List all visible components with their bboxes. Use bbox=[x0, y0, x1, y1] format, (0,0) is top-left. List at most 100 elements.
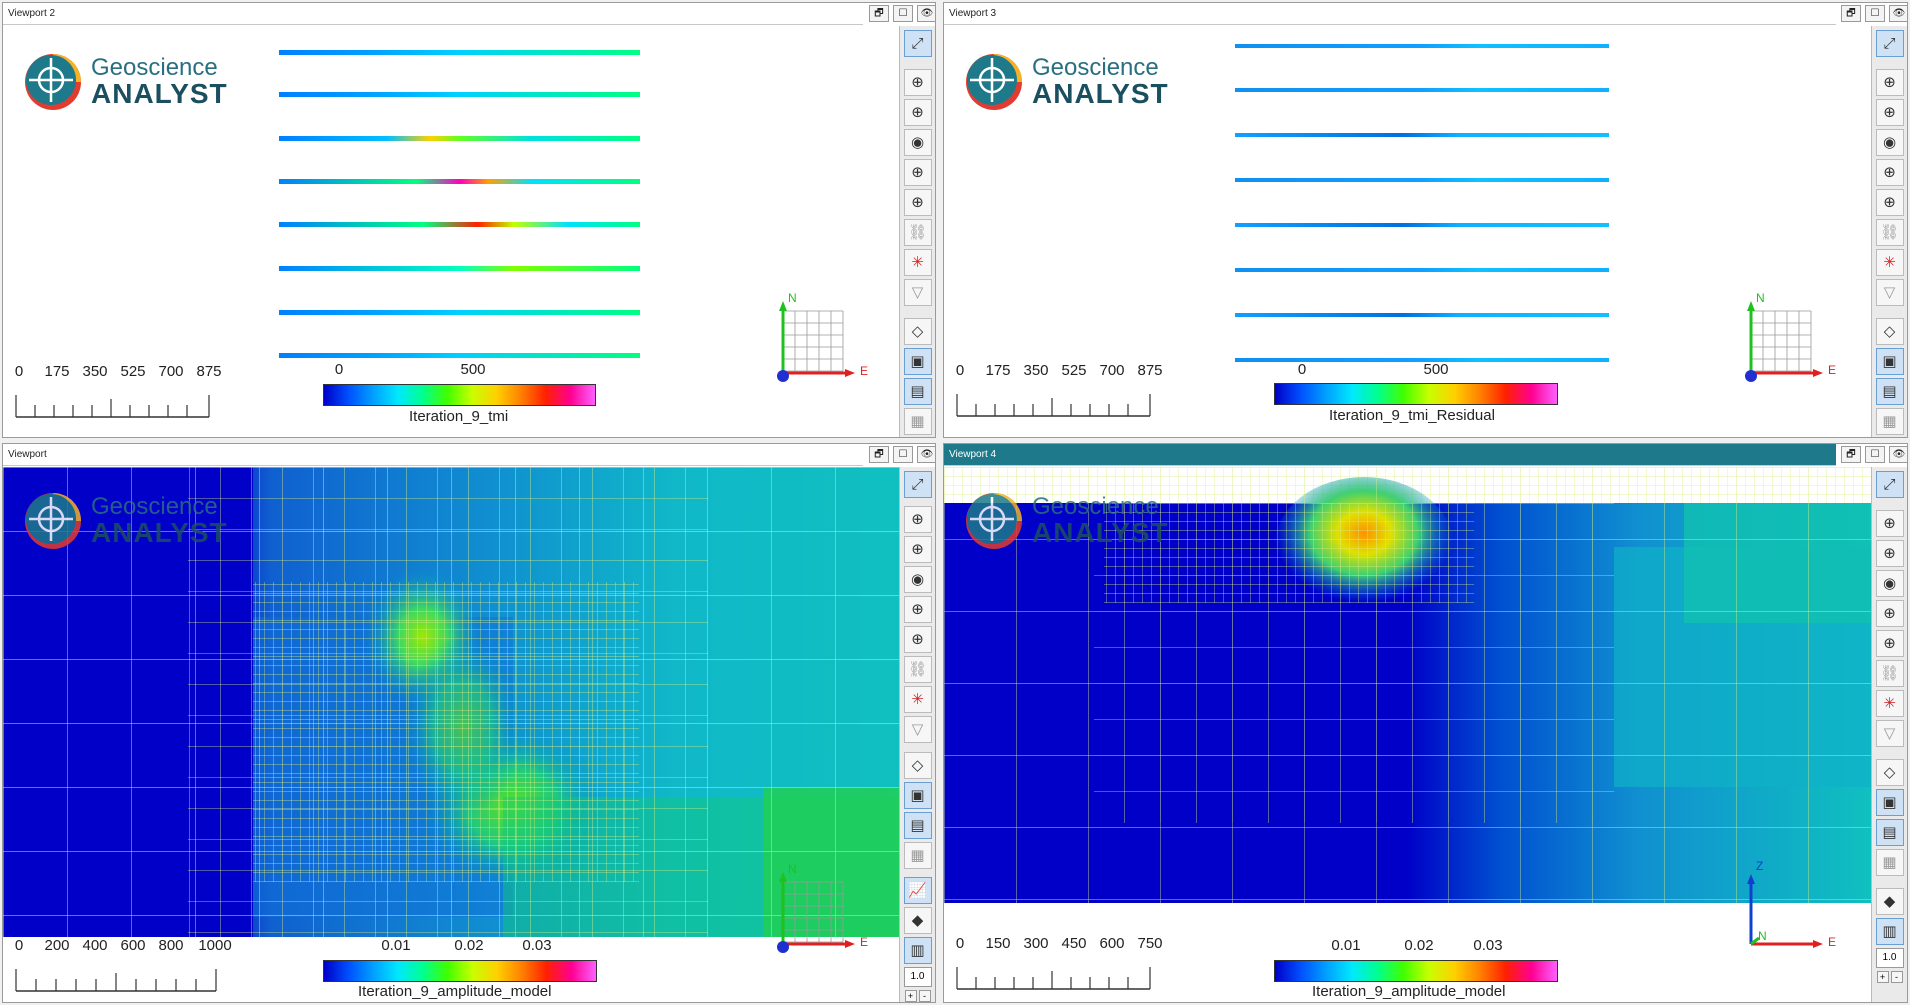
increment-button[interactable]: + bbox=[1876, 971, 1889, 983]
view-bottom-icon[interactable]: ⊕ bbox=[1875, 99, 1904, 126]
view-side-icon[interactable]: ⊕ bbox=[1875, 159, 1904, 186]
axis-icon[interactable]: ✳ bbox=[903, 686, 932, 714]
filter-icon[interactable]: ▽ bbox=[903, 716, 932, 744]
zoom-extents-icon[interactable]: ⤢ bbox=[903, 471, 932, 498]
view-side-icon[interactable]: ⊕ bbox=[1875, 600, 1904, 627]
paint-bucket-icon[interactable]: ◆ bbox=[1875, 888, 1904, 915]
visibility-eye-icon[interactable]: 👁 bbox=[1889, 5, 1907, 22]
axis-icon[interactable]: ✳ bbox=[1875, 690, 1904, 717]
view-front-icon[interactable]: ⊕ bbox=[903, 189, 932, 216]
viewport-canvas[interactable]: Geoscience ANALYST 0 200 400 600 800 100… bbox=[3, 467, 899, 1002]
ruler-icon[interactable]: ▤ bbox=[903, 378, 932, 405]
axis-icon[interactable]: ✳ bbox=[903, 249, 932, 276]
grid-icon[interactable]: ▦ bbox=[903, 841, 932, 869]
scale-label: 875 bbox=[1137, 362, 1163, 379]
view-top-icon[interactable]: ⊕ bbox=[1875, 69, 1904, 96]
zoom-extents-icon[interactable]: ⤢ bbox=[1875, 471, 1904, 498]
survey-lines-tmi bbox=[279, 50, 640, 358]
viewport-canvas[interactable]: Geoscience ANALYST 0 175 350 525 bbox=[944, 26, 1871, 437]
scale-label: 175 bbox=[985, 362, 1011, 379]
decrement-button[interactable]: - bbox=[1890, 971, 1903, 983]
viewport-3[interactable]: Viewport 3 🗗 ☐ 👁 Geoscience ANALYST bbox=[943, 2, 1908, 438]
view-center-icon[interactable]: ◉ bbox=[903, 129, 932, 156]
scale-label: 300 bbox=[1023, 935, 1049, 952]
axis-icon[interactable]: ✳ bbox=[1875, 249, 1904, 276]
scale-label: 700 bbox=[158, 363, 184, 380]
zoom-extents-icon[interactable]: ⤢ bbox=[903, 30, 932, 57]
restore-button[interactable]: 🗗 bbox=[1841, 5, 1861, 22]
view-bottom-icon[interactable]: ⊕ bbox=[903, 99, 932, 126]
viewport-2[interactable]: Viewport 2 🗗 ☐ 👁 Geoscience ANALYST bbox=[2, 2, 936, 438]
viewport-toolbar: ⤢ ⊕ ⊕ ◉ ⊕ ⊕ ⛓ ✳ ▽ ◇ ▣ ▤ ▦ 📈 ◆ ▥ 1.0 + - bbox=[899, 467, 935, 1002]
restore-button[interactable]: 🗗 bbox=[869, 5, 889, 22]
view-top-icon[interactable]: ⊕ bbox=[903, 506, 932, 534]
visibility-eye-icon[interactable]: 👁 bbox=[1889, 446, 1907, 463]
cube-view-icon[interactable]: ▣ bbox=[1875, 789, 1904, 816]
perspective-icon[interactable]: ◇ bbox=[1875, 759, 1904, 786]
grid-icon[interactable]: ▦ bbox=[1875, 849, 1904, 876]
link-icon[interactable]: ⛓ bbox=[903, 656, 932, 684]
chart-icon[interactable]: 📈 bbox=[903, 876, 932, 904]
view-top-icon[interactable]: ⊕ bbox=[1875, 510, 1904, 537]
view-center-icon[interactable]: ◉ bbox=[1875, 129, 1904, 156]
view-bottom-icon[interactable]: ⊕ bbox=[903, 536, 932, 564]
ruler-icon[interactable]: ▤ bbox=[1875, 819, 1904, 846]
colorbar-toggle-icon[interactable]: ▥ bbox=[903, 936, 932, 964]
colorbar-toggle-icon[interactable]: ▥ bbox=[1875, 918, 1904, 945]
zoom-value-field[interactable]: 1.0 bbox=[903, 966, 932, 987]
scale-bar: 0 175 350 525 700 875 bbox=[954, 362, 1163, 422]
viewport-1[interactable]: Viewport 🗗 ☐ 👁 bbox=[2, 443, 936, 1003]
view-front-icon[interactable]: ⊕ bbox=[1875, 630, 1904, 657]
cube-view-icon[interactable]: ▣ bbox=[1875, 348, 1904, 375]
paint-bucket-icon[interactable]: ◆ bbox=[903, 906, 932, 934]
maximize-button[interactable]: ☐ bbox=[1865, 5, 1885, 22]
view-side-icon[interactable]: ⊕ bbox=[903, 159, 932, 186]
view-side-icon[interactable]: ⊕ bbox=[903, 596, 932, 624]
viewport-4[interactable]: Viewport 4 🗗 ☐ 👁 bbox=[943, 443, 1908, 1003]
ruler-icon[interactable]: ▤ bbox=[903, 811, 932, 839]
scale-label: 525 bbox=[1061, 362, 1087, 379]
grid-icon[interactable]: ▦ bbox=[903, 408, 932, 435]
visibility-eye-icon[interactable]: 👁 bbox=[917, 5, 935, 22]
viewport-title: Viewport 4 bbox=[944, 444, 1836, 466]
view-center-icon[interactable]: ◉ bbox=[903, 566, 932, 594]
zoom-value-field[interactable]: 1.0 bbox=[1875, 948, 1904, 968]
maximize-button[interactable]: ☐ bbox=[1865, 446, 1885, 463]
perspective-icon[interactable]: ◇ bbox=[903, 318, 932, 345]
filter-icon[interactable]: ▽ bbox=[1875, 720, 1904, 747]
axis-label-z: Z bbox=[1756, 859, 1764, 873]
view-bottom-icon[interactable]: ⊕ bbox=[1875, 540, 1904, 567]
zoom-extents-icon[interactable]: ⤢ bbox=[1875, 30, 1904, 57]
ruler-icon[interactable]: ▤ bbox=[1875, 378, 1904, 405]
viewport-canvas[interactable]: Geoscience ANALYST 0 150 300 450 600 750 bbox=[944, 467, 1871, 1002]
viewport-canvas[interactable]: Geoscience ANALYST 0 1 bbox=[3, 26, 899, 437]
perspective-icon[interactable]: ◇ bbox=[1875, 318, 1904, 345]
cube-view-icon[interactable]: ▣ bbox=[903, 781, 932, 809]
visibility-eye-icon[interactable]: 👁 bbox=[917, 446, 935, 463]
view-center-icon[interactable]: ◉ bbox=[1875, 570, 1904, 597]
scale-label: 525 bbox=[120, 363, 146, 380]
restore-button[interactable]: 🗗 bbox=[869, 446, 889, 463]
restore-button[interactable]: 🗗 bbox=[1841, 446, 1861, 463]
logo-text-geoscience: Geoscience bbox=[91, 54, 218, 81]
scale-label: 350 bbox=[1023, 362, 1049, 379]
filter-icon[interactable]: ▽ bbox=[903, 279, 932, 306]
increment-button[interactable]: + bbox=[904, 989, 917, 1002]
cube-view-icon[interactable]: ▣ bbox=[903, 348, 932, 375]
colorbar-tick-label: 0 bbox=[1297, 361, 1307, 378]
view-front-icon[interactable]: ⊕ bbox=[1875, 189, 1904, 216]
maximize-button[interactable]: ☐ bbox=[893, 5, 913, 22]
scale-label: 0 bbox=[14, 363, 24, 380]
grid-icon[interactable]: ▦ bbox=[1875, 408, 1904, 435]
axis-label-north: N bbox=[788, 862, 797, 876]
link-icon[interactable]: ⛓ bbox=[1875, 660, 1904, 687]
view-front-icon[interactable]: ⊕ bbox=[903, 626, 932, 654]
perspective-icon[interactable]: ◇ bbox=[903, 751, 932, 779]
colorbar-tick-label: 500 bbox=[460, 361, 486, 378]
link-icon[interactable]: ⛓ bbox=[903, 219, 932, 246]
view-top-icon[interactable]: ⊕ bbox=[903, 69, 932, 96]
filter-icon[interactable]: ▽ bbox=[1875, 279, 1904, 306]
maximize-button[interactable]: ☐ bbox=[893, 446, 913, 463]
link-icon[interactable]: ⛓ bbox=[1875, 219, 1904, 246]
decrement-button[interactable]: - bbox=[918, 989, 931, 1002]
